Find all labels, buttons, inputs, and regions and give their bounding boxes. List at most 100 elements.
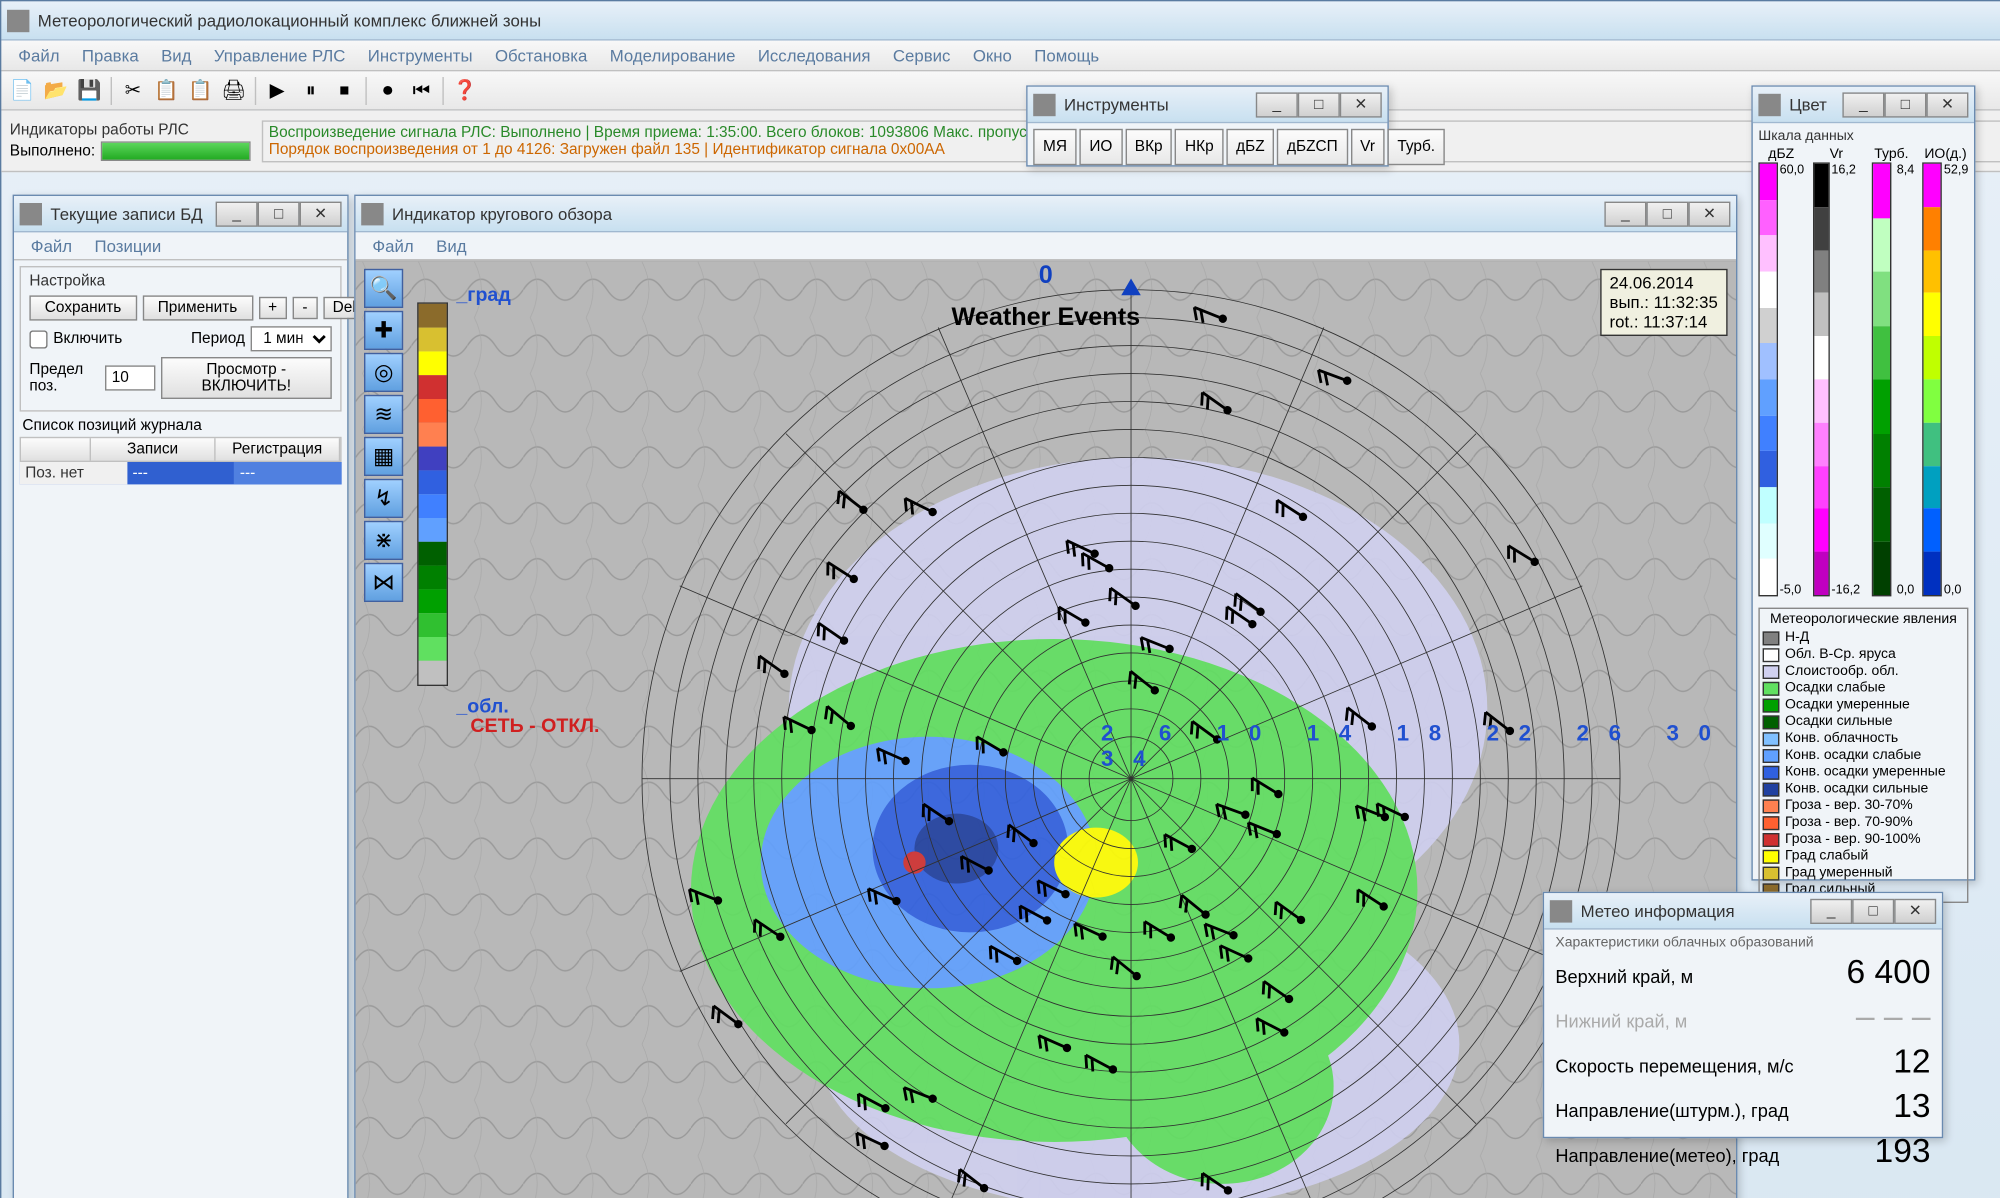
instr-btn-ВКр[interactable]: ВКр bbox=[1125, 129, 1172, 165]
color-min-button[interactable]: _ bbox=[1842, 92, 1884, 117]
radar-menu-Файл[interactable]: Файл bbox=[361, 233, 425, 258]
vector-tool-icon[interactable]: ↯ bbox=[364, 479, 403, 518]
toolbar-btn[interactable]: ❓ bbox=[449, 75, 480, 106]
include-label: Включить bbox=[53, 330, 122, 347]
menu-Помощь[interactable]: Помощь bbox=[1023, 43, 1110, 68]
menu-Окно[interactable]: Окно bbox=[962, 43, 1023, 68]
meteo-window: Метео информация _ □ ✕ Характеристики об… bbox=[1543, 892, 1943, 1138]
legend-row: Гроза - вер. 90-100% bbox=[1763, 832, 1965, 847]
instr-max-button[interactable]: □ bbox=[1298, 92, 1340, 117]
save-button[interactable]: Сохранить bbox=[29, 295, 136, 320]
db-menu-Позиции[interactable]: Позиции bbox=[83, 233, 172, 258]
meteo-row: Верхний край, м6 400 bbox=[1555, 951, 1930, 996]
crosshair-tool-icon[interactable]: ✚ bbox=[364, 311, 403, 350]
list-header: Записи Регистрация bbox=[20, 437, 342, 462]
toolbar-btn[interactable]: 📋 bbox=[151, 75, 182, 106]
legend-row: Осадки слабые bbox=[1763, 680, 1965, 695]
meteo-min-button[interactable]: _ bbox=[1810, 898, 1852, 923]
db-minimize-button[interactable]: _ bbox=[216, 201, 258, 226]
toolbar-btn[interactable]: 🖨 bbox=[218, 75, 249, 106]
radar-maximize-button[interactable]: □ bbox=[1646, 201, 1688, 226]
range-labels: 2 6 10 14 18 22 26 30 34 bbox=[1101, 722, 1736, 772]
radar-title: Индикатор кругового обзора bbox=[392, 204, 1604, 224]
menu-Инструменты[interactable]: Инструменты bbox=[357, 43, 484, 68]
toolbar-btn[interactable]: ⏮ bbox=[406, 75, 437, 106]
period-select[interactable]: 1 мин. bbox=[251, 326, 332, 351]
intensity-segment bbox=[419, 494, 447, 518]
intensity-segment bbox=[419, 589, 447, 613]
toolbar-btn[interactable]: 📄 bbox=[7, 75, 38, 106]
color-scales: дБZ60,0-5,0Vr16,2-16,2Турб.8,40,0ИО(д.)5… bbox=[1758, 147, 1968, 596]
menu-Правка[interactable]: Правка bbox=[71, 43, 150, 68]
instr-btn-Турб.[interactable]: Турб. bbox=[1388, 129, 1445, 165]
marker2-tool-icon[interactable]: ⋈ bbox=[364, 563, 403, 602]
radar-display[interactable]: 🔍 ✚ ◎ ≋ ▦ ↯ ⋇ ⋈ _град _обл. СЕТЬ - ОТКЛ.… bbox=[356, 260, 1736, 1198]
meteo-close-button[interactable]: ✕ bbox=[1894, 898, 1936, 923]
menu-Управление РЛС[interactable]: Управление РЛС bbox=[203, 43, 357, 68]
list-title: Список позиций журнала bbox=[14, 417, 347, 434]
indicator-title: Индикаторы работы РЛС bbox=[10, 121, 251, 138]
toolbar-btn[interactable]: 📋 bbox=[185, 75, 216, 106]
db-menubar: ФайлПозиции bbox=[14, 232, 347, 260]
apply-button[interactable]: Применить bbox=[142, 295, 252, 320]
radar-icon bbox=[361, 202, 383, 224]
color-close-button[interactable]: ✕ bbox=[1926, 92, 1968, 117]
db-maximize-button[interactable]: □ bbox=[258, 201, 300, 226]
radar-minimize-button[interactable]: _ bbox=[1604, 201, 1646, 226]
toolbar-btn[interactable]: ▶ bbox=[262, 75, 293, 106]
menu-Моделирование[interactable]: Моделирование bbox=[599, 43, 747, 68]
preview-button[interactable]: Просмотр - ВКЛЮЧИТЬ! bbox=[161, 357, 332, 399]
menu-Файл[interactable]: Файл bbox=[7, 43, 71, 68]
menu-Вид[interactable]: Вид bbox=[150, 43, 203, 68]
radar-close-button[interactable]: ✕ bbox=[1688, 201, 1730, 226]
intensity-segment bbox=[419, 375, 447, 399]
intensity-segment bbox=[419, 423, 447, 447]
instr-btn-Vr[interactable]: Vr bbox=[1350, 129, 1384, 165]
db-close-button[interactable]: ✕ bbox=[300, 201, 342, 226]
db-menu-Файл[interactable]: Файл bbox=[20, 233, 84, 258]
menu-Обстановка[interactable]: Обстановка bbox=[484, 43, 599, 68]
radar-titlebar: Индикатор кругового обзора _ □ ✕ bbox=[356, 196, 1736, 232]
timestamp-box: 24.06.2014 вып.: 11:32:35 rot.: 11:37:14 bbox=[1600, 269, 1728, 336]
radar-window: Индикатор кругового обзора _ □ ✕ ФайлВид bbox=[354, 195, 1737, 1198]
target-tool-icon[interactable]: ◎ bbox=[364, 353, 403, 392]
intensity-segment bbox=[419, 351, 447, 375]
wind-tool-icon[interactable]: ≋ bbox=[364, 395, 403, 434]
zoom-tool-icon[interactable]: 🔍 bbox=[364, 269, 403, 308]
color-col-ИО(д.): ИО(д.)52,90,0 bbox=[1923, 147, 1969, 596]
limit-input[interactable] bbox=[105, 365, 155, 390]
instr-btn-ИО[interactable]: ИО bbox=[1080, 129, 1123, 165]
intensity-segment bbox=[419, 470, 447, 494]
marker1-tool-icon[interactable]: ⋇ bbox=[364, 521, 403, 560]
minus-button[interactable]: - bbox=[293, 297, 318, 319]
meteo-max-button[interactable]: □ bbox=[1852, 898, 1894, 923]
color-max-button[interactable]: □ bbox=[1884, 92, 1926, 117]
menu-Сервис[interactable]: Сервис bbox=[882, 43, 962, 68]
meteo-row: Скорость перемещения, м/с12 bbox=[1555, 1040, 1930, 1085]
plus-button[interactable]: + bbox=[258, 297, 287, 319]
instr-btn-МЯ[interactable]: МЯ bbox=[1033, 129, 1077, 165]
radar-menu-Вид[interactable]: Вид bbox=[425, 233, 478, 258]
main-menubar: ФайлПравкаВидУправление РЛСИнструментыОб… bbox=[1, 41, 2000, 72]
toolbar-btn[interactable]: ⏺ bbox=[372, 75, 403, 106]
grid-tool-icon[interactable]: ▦ bbox=[364, 437, 403, 476]
toolbar-btn[interactable]: ⏸ bbox=[295, 75, 326, 106]
include-checkbox[interactable] bbox=[29, 330, 47, 348]
menu-Исследования[interactable]: Исследования bbox=[747, 43, 882, 68]
main-toolbar: 📄📂💾✂📋📋🖨▶⏸⏹⏺⏮❓ bbox=[1, 71, 2000, 110]
instruments-buttons: МЯИОВКрНКрдБZдБZСПVrТурб. bbox=[1028, 123, 1388, 171]
toolbar-btn[interactable]: 📂 bbox=[41, 75, 72, 106]
legend-row: Конв. осадки сильные bbox=[1763, 781, 1965, 796]
intensity-segment bbox=[419, 518, 447, 542]
instr-close-button[interactable]: ✕ bbox=[1340, 92, 1382, 117]
instr-min-button[interactable]: _ bbox=[1256, 92, 1298, 117]
instr-btn-НКр[interactable]: НКр bbox=[1175, 129, 1223, 165]
toolbar-btn[interactable]: ✂ bbox=[118, 75, 149, 106]
toolbar-btn[interactable]: ⏹ bbox=[329, 75, 360, 106]
intensity-segment bbox=[419, 447, 447, 471]
instr-btn-дБZСП[interactable]: дБZСП bbox=[1277, 129, 1347, 165]
toolbar-btn[interactable]: 💾 bbox=[74, 75, 105, 106]
net-status-label: СЕТЬ - ОТКЛ. bbox=[470, 714, 599, 736]
list-row[interactable]: Поз. нет --- --- bbox=[20, 462, 342, 484]
instr-btn-дБZ[interactable]: дБZ bbox=[1226, 129, 1274, 165]
